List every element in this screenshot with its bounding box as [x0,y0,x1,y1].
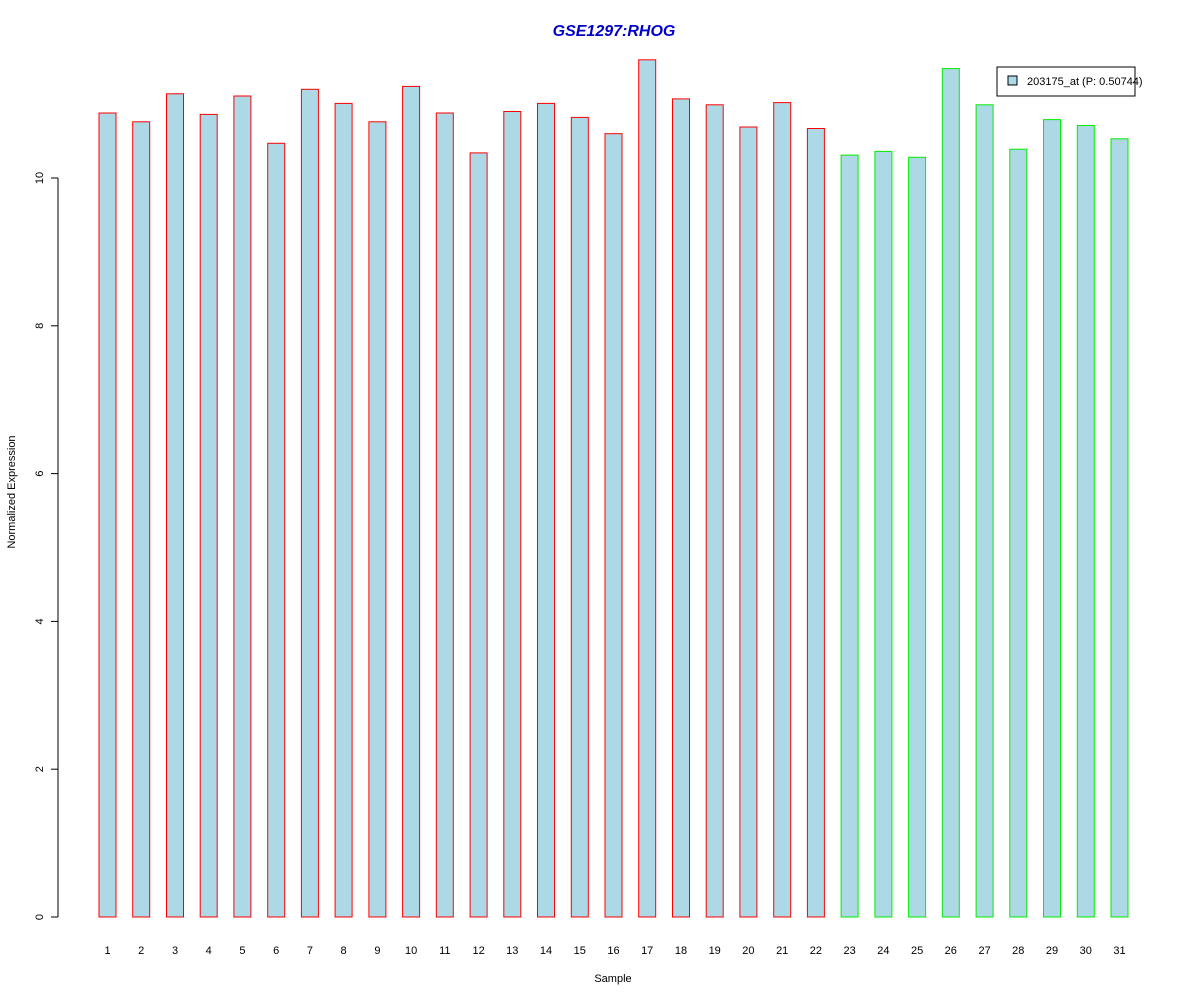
bar-sample-3 [166,93,184,918]
bar-sample-2 [132,121,151,918]
bar-sample-31 [1110,138,1129,918]
legend-swatch [1007,75,1018,86]
x-tick-label: 21 [776,945,788,957]
x-tick-label: 30 [1080,945,1092,957]
x-tick-label: 18 [675,945,687,957]
x-tick-label: 8 [341,945,347,957]
y-tick-label: 10 [34,172,46,184]
bar-sample-4 [199,113,218,918]
bar-sample-12 [469,152,488,918]
x-tick-label: 23 [843,945,855,957]
x-tick-label: 15 [574,945,586,957]
x-tick-label: 9 [374,945,380,957]
bar-sample-27 [975,104,994,918]
x-tick-label: 27 [978,945,990,957]
y-tick-label: 2 [34,766,46,772]
x-tick-label: 11 [439,945,450,957]
x-tick-label: 3 [172,945,178,957]
y-tick-label: 6 [34,471,46,477]
x-tick-label: 4 [206,945,212,957]
bar-sample-20 [739,126,758,918]
bar-sample-22 [806,128,825,918]
x-tick-label: 6 [273,945,279,957]
chart-title: GSE1297:RHOG [553,23,676,40]
x-tick-label: 16 [607,945,619,957]
legend-box [996,66,1136,97]
bar-sample-17 [638,59,657,918]
bar-sample-24 [874,150,893,918]
bar-sample-6 [267,142,286,918]
bar-sample-13 [503,111,522,918]
y-tick-label: 4 [34,618,46,624]
x-tick-label: 7 [307,945,313,957]
bar-sample-8 [334,102,353,918]
bars-group [98,59,1129,918]
x-tick-label: 13 [506,945,518,957]
bar-sample-16 [604,133,623,918]
bar-sample-30 [1076,125,1095,918]
x-tick-label: 20 [742,945,754,957]
x-tick-label: 10 [405,945,417,957]
bar-sample-29 [1043,119,1061,918]
x-tick-label: 2 [138,945,144,957]
bar-sample-5 [233,95,252,918]
bar-sample-11 [435,112,454,918]
y-axis: 0 2 4 6 8 10 [34,172,59,920]
x-tick-label: 25 [911,945,923,957]
x-tick-label: 14 [540,945,552,957]
x-tick-label: 5 [239,945,245,957]
x-tick-label: 17 [641,945,653,957]
x-tick-label: 26 [945,945,957,957]
bar-sample-15 [570,116,589,918]
bar-sample-1 [98,112,117,918]
x-tick-label: 28 [1012,945,1024,957]
bar-sample-19 [705,104,724,918]
y-tick-label: 8 [34,323,46,329]
bar-sample-9 [368,121,387,918]
x-tick-label: 1 [104,945,110,957]
x-tick-label: 19 [709,945,721,957]
legend-label: 203175_at (P: 0.50744) [1027,76,1143,88]
bar-sample-21 [773,102,792,918]
bar-sample-7 [300,88,319,918]
x-tick-label: 31 [1113,945,1125,957]
bar-sample-14 [537,102,555,918]
bar-sample-26 [941,68,960,918]
x-tick-label: 22 [810,945,822,957]
bar-sample-23 [840,154,859,918]
legend: 203175_at (P: 0.50744) [996,66,1143,97]
x-tick-label: 29 [1046,945,1058,957]
bar-sample-10 [402,85,421,918]
bar-sample-18 [672,98,690,918]
x-tick-labels: 1 2 3 4 5 6 7 8 9 10 11 12 13 14 15 16 17 18 19 20 21 22 23 24 2… [104,945,1125,957]
x-tick-label: 12 [472,945,484,957]
y-axis-title: Normalized Expression [6,435,18,548]
bar-sample-25 [908,156,927,918]
y-tick-label: 0 [34,914,46,920]
x-axis-title: Sample [594,973,631,985]
bar-sample-28 [1009,148,1028,918]
x-tick-label: 24 [877,945,889,957]
